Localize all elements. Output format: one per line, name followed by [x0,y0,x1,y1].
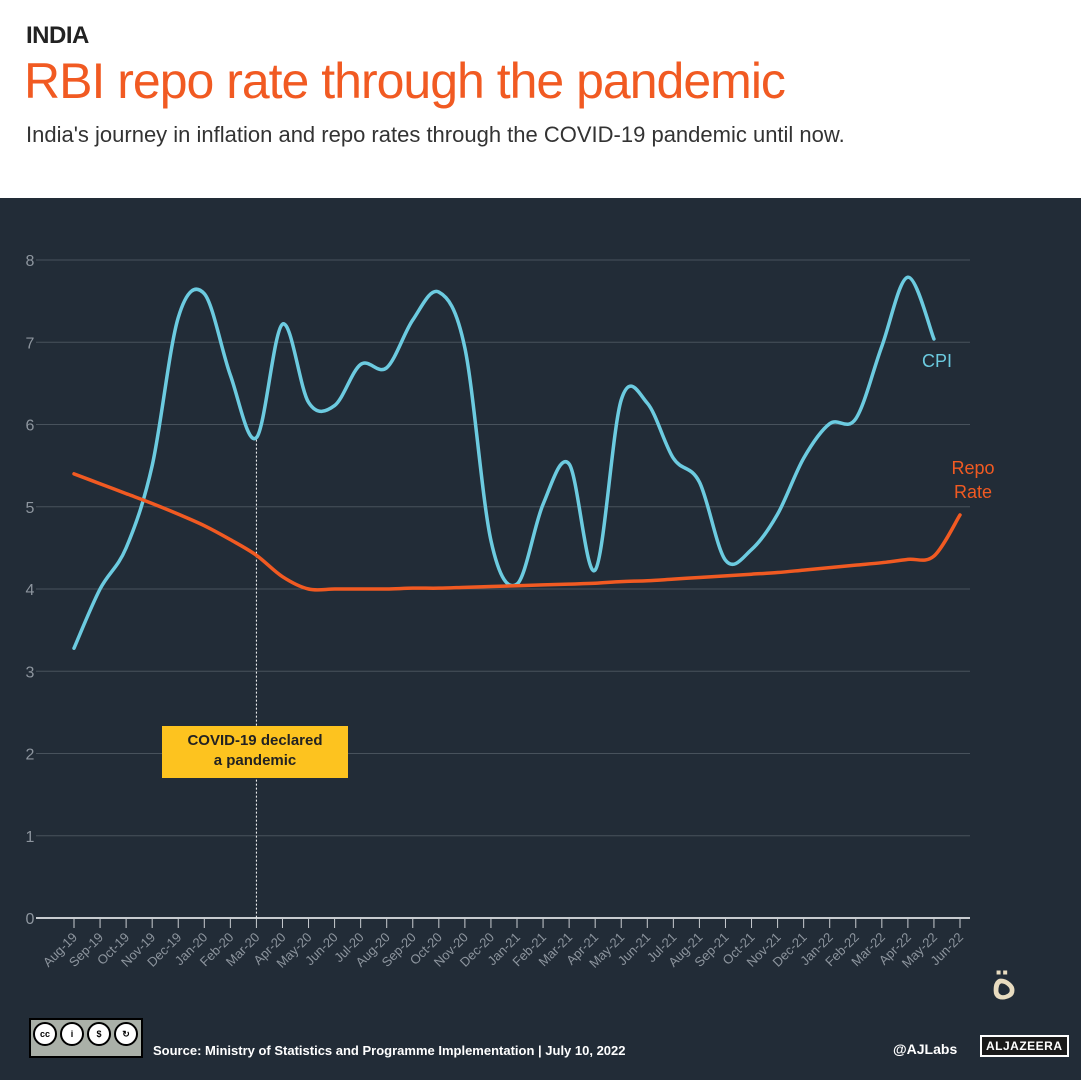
y-tick-label: 7 [26,335,35,352]
y-tick-label: 2 [26,747,35,764]
legend-label-cpi: CPI [922,351,952,371]
y-tick-label: 4 [26,582,35,599]
y-tick-label: 6 [26,418,35,435]
annotation-line: a pandemic [213,752,297,769]
chart-subtitle: India's journey in inflation and repo ra… [26,122,845,147]
series-line-repo-rate [72,472,962,592]
y-tick-label: 5 [26,500,35,517]
cc-icon: cc [33,1022,57,1046]
chart-title: RBI repo rate through the pandemic [24,53,786,109]
aljazeera-logo: ALJAZEERA [980,1035,1069,1057]
source-note: Source: Ministry of Statistics and Progr… [153,1043,626,1058]
cc-license-badge: cc i $ ↻ [29,1018,143,1058]
annotation-line: COVID-19 declared [187,732,323,749]
series-line-cpi [72,275,936,650]
y-tick-label: 0 [26,911,35,928]
header: INDIA RBI repo rate through the pandemic… [0,0,1081,198]
legend-label-repo-rate: Rate [954,482,992,502]
aljazeera-emblem-icon: ﺓ [990,948,1019,1011]
kicker: INDIA [26,22,89,49]
legend-label-repo-rate: Repo [951,458,994,478]
by-icon: i [60,1022,84,1046]
y-tick-label: 3 [26,664,35,681]
y-tick-label: 8 [26,253,35,270]
sa-icon: ↻ [114,1022,138,1046]
nc-icon: $ [87,1022,111,1046]
annotation-covid: COVID-19 declared a pandemic [162,726,348,778]
ajlabs-handle: @AJLabs [893,1041,958,1057]
chart-panel [0,198,1081,1080]
y-tick-label: 1 [26,829,35,846]
